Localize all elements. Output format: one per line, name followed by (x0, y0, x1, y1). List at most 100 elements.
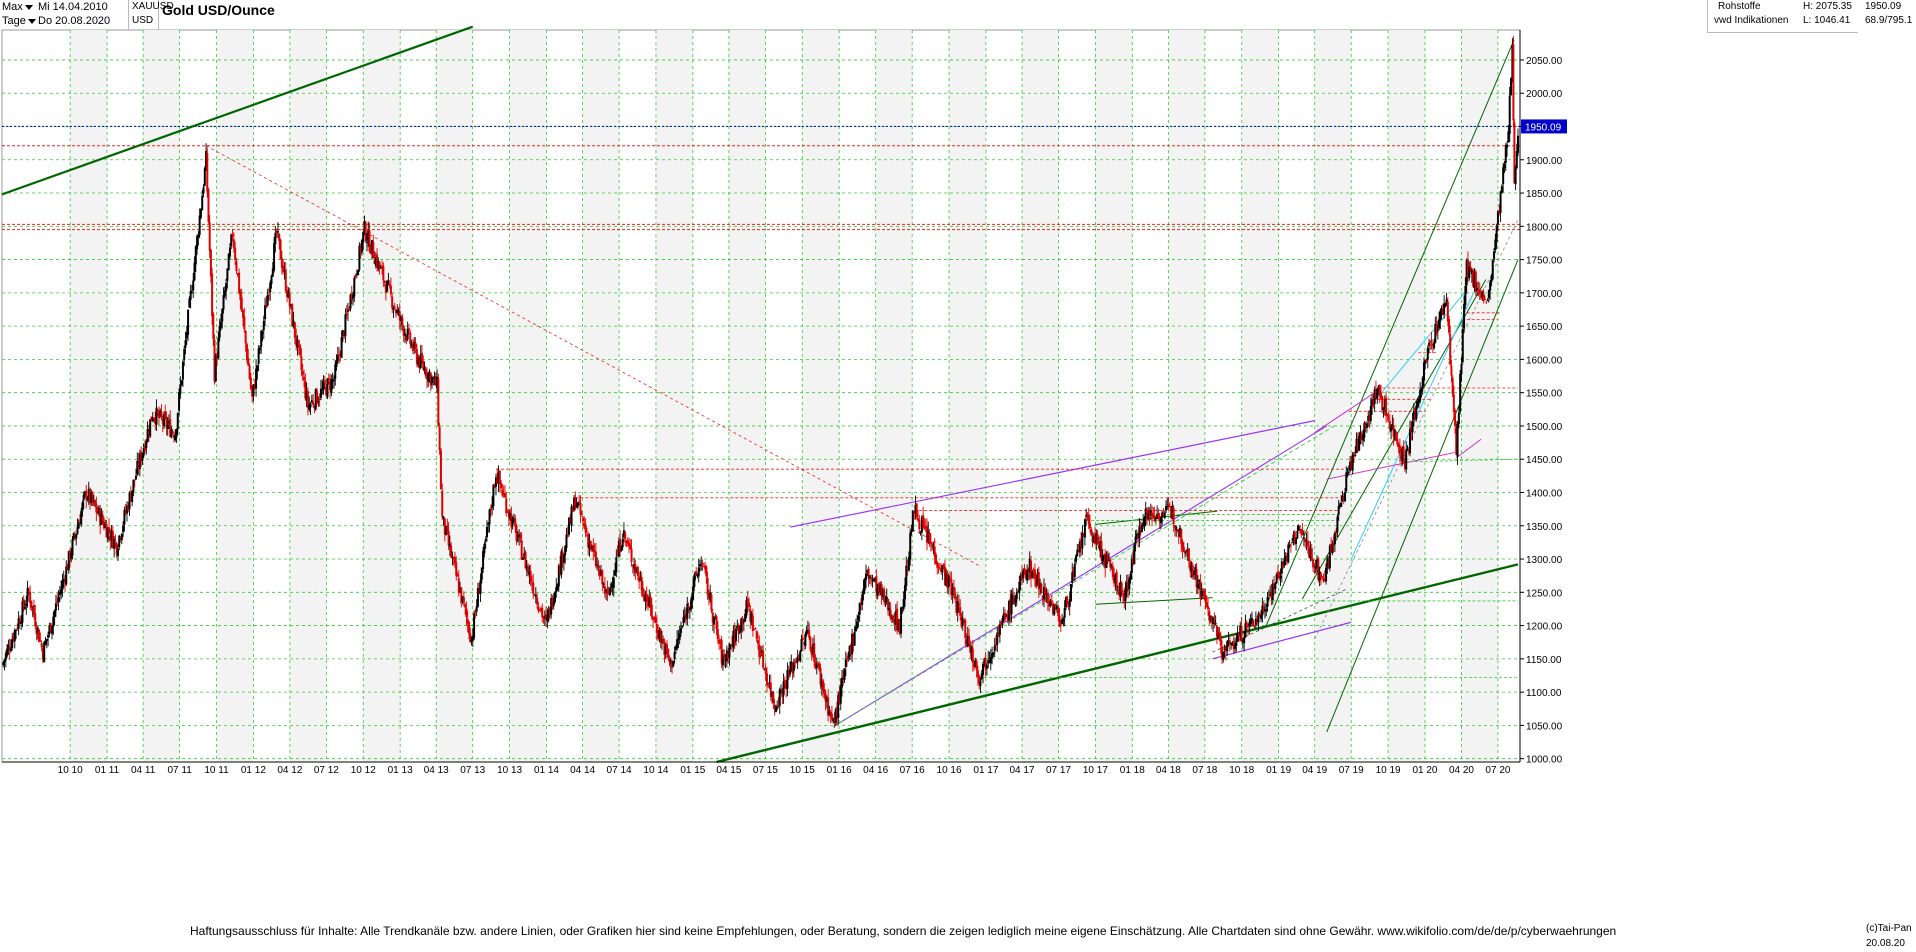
candle-body (1498, 211, 1501, 214)
candle-body (672, 661, 675, 666)
trend-line (1455, 438, 1482, 459)
candle-body (707, 592, 710, 599)
candle-body (1511, 45, 1514, 81)
candle-body (493, 485, 496, 488)
candle-body (909, 532, 912, 560)
candle-body (978, 675, 981, 684)
candle-body (1104, 553, 1107, 569)
trendline-group (1, 25, 1519, 764)
candle-body (1396, 439, 1399, 445)
candle-body (745, 600, 748, 616)
candle-body (13, 629, 16, 642)
candle-body (964, 619, 967, 639)
candle-body (153, 417, 156, 419)
candle-body (578, 501, 581, 503)
candle-body (288, 293, 291, 307)
candles-group (2, 35, 1519, 728)
candle-body (1019, 576, 1022, 581)
candle-body (176, 413, 179, 430)
candle-body (1406, 449, 1409, 451)
candle-body (1349, 461, 1352, 471)
candle-body (754, 628, 757, 630)
candle-body (662, 638, 665, 644)
candle-body (1185, 550, 1188, 553)
candle-body (1078, 541, 1081, 553)
candle-body (1201, 591, 1204, 593)
candle-body (1213, 620, 1216, 623)
candle-body (230, 234, 233, 247)
candle-body (372, 241, 375, 259)
candle-body (411, 344, 414, 351)
candle-body (1166, 506, 1169, 508)
interval-select[interactable]: Tage (2, 15, 36, 27)
candle-body (1235, 642, 1238, 646)
candle-body (1191, 565, 1194, 577)
candle-body (1023, 568, 1026, 574)
candle-body (676, 639, 679, 649)
candle-body (1350, 461, 1353, 470)
candle-body (822, 680, 825, 691)
candle-body (450, 545, 453, 558)
candle-body (48, 625, 51, 635)
y-tick-label: 1700.00 (1526, 289, 1563, 300)
candle-body (483, 544, 486, 554)
candle-body (279, 239, 282, 260)
candle-body (474, 612, 477, 614)
candle-body (480, 567, 483, 580)
candle-body (345, 313, 348, 315)
last-price: 1950.09 (1865, 1, 1902, 12)
candle-body (1506, 144, 1509, 148)
candle-body (889, 610, 892, 619)
candle-body (219, 321, 222, 328)
candle-body (169, 419, 172, 437)
candle-body (716, 628, 719, 640)
candle-body (1219, 635, 1222, 646)
candle-body (1145, 509, 1148, 520)
candle-body (1082, 533, 1085, 537)
candle-body (228, 247, 231, 257)
candle-body (573, 497, 576, 511)
candle-body (961, 618, 964, 626)
quarter-band (143, 30, 180, 762)
candle-body (330, 378, 333, 393)
candle-body (1380, 393, 1383, 399)
candle-body (887, 598, 890, 611)
x-tick-label: 07 13 (460, 765, 485, 776)
candle-body (394, 309, 397, 313)
candle-body (244, 330, 247, 344)
y-tick-label: 1600.00 (1526, 355, 1563, 366)
candle-body (622, 530, 625, 537)
candle-body (1400, 455, 1403, 460)
candle-body (1381, 396, 1384, 411)
candle-body (881, 589, 884, 598)
candle-body (1298, 525, 1301, 527)
candle-body (1132, 557, 1135, 565)
candle-body (1373, 389, 1376, 404)
trend-line (716, 563, 1519, 764)
candle-body (823, 689, 826, 694)
candle-body (175, 429, 178, 438)
candle-body (550, 597, 553, 615)
candle-body (1114, 574, 1117, 582)
candle-body (740, 618, 743, 631)
candle-body (1480, 294, 1483, 297)
candle-body (407, 328, 410, 331)
candle-body (925, 526, 928, 543)
candle-body (43, 642, 46, 663)
candle-body (1464, 286, 1467, 306)
candle-body (1476, 287, 1479, 291)
candle-body (979, 681, 982, 686)
range-select[interactable]: Max (2, 1, 33, 13)
candle-body (1417, 399, 1420, 403)
candle-body (35, 628, 38, 634)
candle-body (1196, 583, 1199, 589)
candle-body (396, 310, 399, 313)
candle-body (453, 557, 456, 564)
candle-body (833, 718, 836, 723)
candle-body (1218, 632, 1221, 638)
candle-body (1168, 506, 1171, 508)
candle-body (1282, 563, 1285, 568)
candle-body (1139, 526, 1142, 531)
candle-body (1109, 559, 1112, 568)
